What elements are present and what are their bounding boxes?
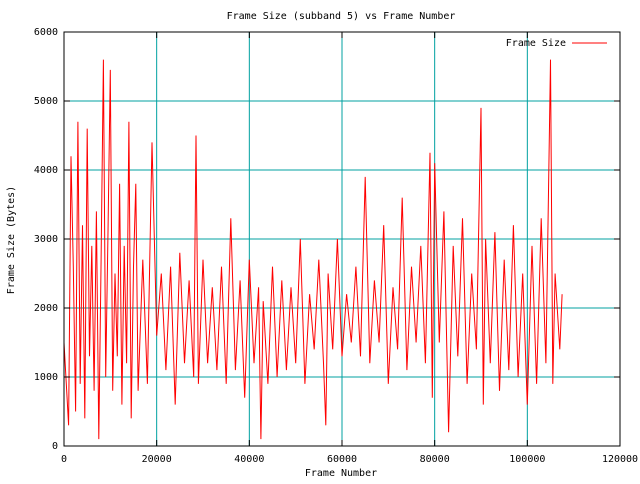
y-tick-label: 4000 <box>34 165 58 176</box>
y-axis-label: Frame Size (Bytes) <box>6 186 17 294</box>
x-tick-label: 120000 <box>602 454 638 465</box>
series-line-frame-size <box>63 59 563 440</box>
x-tick-label: 40000 <box>234 454 264 465</box>
y-tick-label: 0 <box>52 441 58 452</box>
legend: Frame Size <box>506 38 607 49</box>
series-layer <box>63 59 563 440</box>
legend-label: Frame Size <box>506 38 566 49</box>
y-tick-label: 6000 <box>34 27 58 38</box>
grid-layer <box>64 32 620 446</box>
x-tick-label: 60000 <box>327 454 357 465</box>
x-axis-label: Frame Number <box>305 468 377 479</box>
ticks-layer: 0 20000 40000 60000 80000 100000 120000 0 1000 20… <box>34 27 638 465</box>
y-tick-label: 5000 <box>34 96 58 107</box>
x-tick-label: 100000 <box>509 454 545 465</box>
x-tick-label: 0 <box>61 454 67 465</box>
chart-title: Frame Size (subband 5) vs Frame Number <box>227 11 456 22</box>
y-tick-label: 2000 <box>34 303 58 314</box>
y-tick-label: 1000 <box>34 372 58 383</box>
y-tick-label: 3000 <box>34 234 58 245</box>
x-tick-label: 20000 <box>142 454 172 465</box>
x-tick-label: 80000 <box>420 454 450 465</box>
